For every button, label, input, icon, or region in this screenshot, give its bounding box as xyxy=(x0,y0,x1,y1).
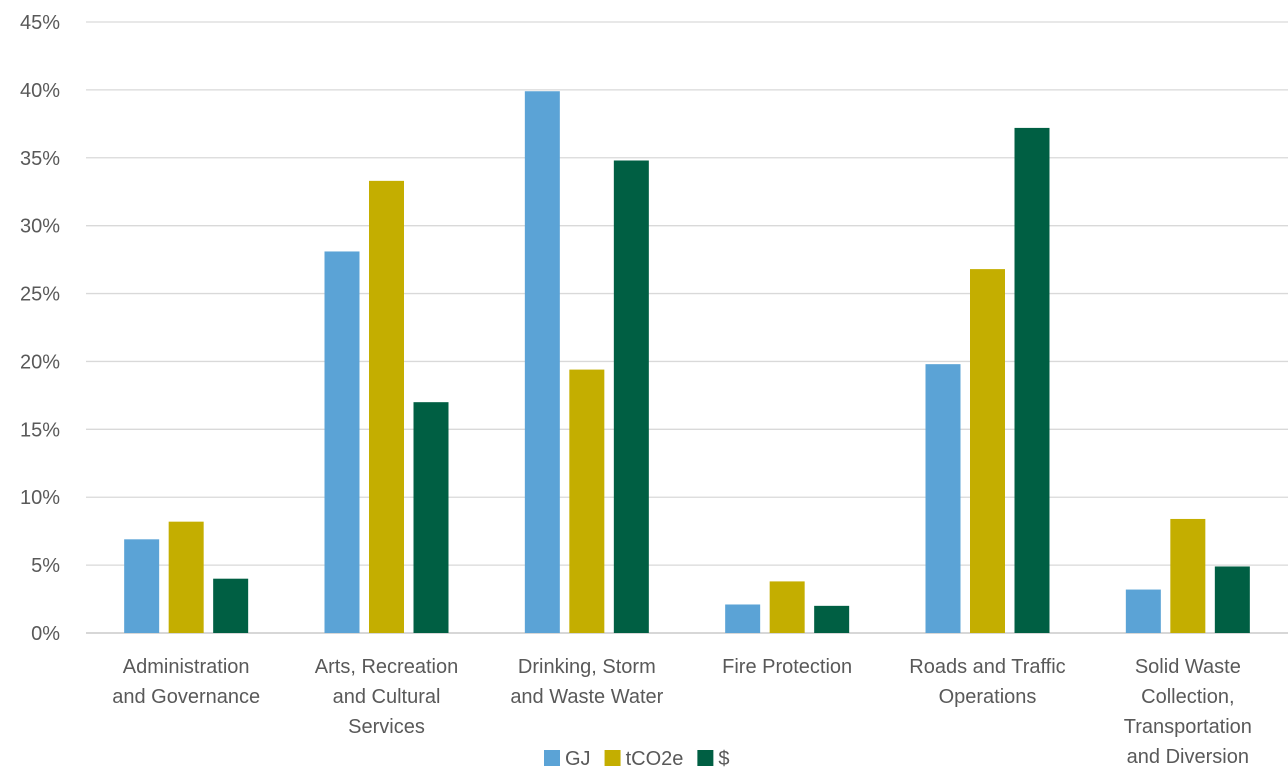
bar xyxy=(524,91,560,634)
bar xyxy=(213,578,249,633)
bar xyxy=(168,521,204,633)
bar xyxy=(1014,127,1050,633)
y-tick-label: 5% xyxy=(31,555,60,577)
legend-label: tCO2e xyxy=(626,748,684,770)
y-tick-label: 25% xyxy=(20,284,60,306)
bar xyxy=(1170,518,1206,633)
bar xyxy=(124,539,160,633)
legend-label: GJ xyxy=(565,748,591,770)
legend-swatch xyxy=(697,750,714,766)
bar xyxy=(369,180,404,634)
x-category-label: Administration and Governance xyxy=(112,656,260,708)
y-axis-ticks: 0% 5% 10% 15% 20% 25% 30% 35% 40% 45% xyxy=(20,12,60,645)
bar xyxy=(324,251,360,633)
bars xyxy=(124,91,1250,634)
bar xyxy=(1125,589,1161,633)
legend-label: $ xyxy=(718,748,729,770)
bar xyxy=(413,402,449,633)
bar xyxy=(769,581,805,633)
y-tick-label: 0% xyxy=(31,623,60,645)
legend-swatch xyxy=(604,750,621,766)
bar xyxy=(569,369,605,633)
bar xyxy=(725,604,761,633)
bar xyxy=(1214,566,1250,633)
y-tick-label: 40% xyxy=(20,80,60,102)
x-category-label: Fire Protection xyxy=(722,656,852,678)
y-tick-label: 45% xyxy=(20,12,60,34)
bar xyxy=(814,605,850,633)
x-category-label: Solid Waste Collection, Transportation and … xyxy=(1124,656,1252,768)
bar xyxy=(613,160,649,633)
y-tick-label: 20% xyxy=(20,351,60,373)
legend: GJ tCO2e $ xyxy=(544,748,730,770)
x-axis-labels: Administration and Governance Arts, Recrea… xyxy=(112,656,1252,768)
x-category-label: Arts, Recreation and Cultural Services xyxy=(315,656,458,738)
y-tick-label: 35% xyxy=(20,148,60,170)
gridlines xyxy=(86,21,1288,634)
legend-swatch xyxy=(544,750,560,766)
x-category-label: Drinking, Storm and Waste Water xyxy=(510,656,663,708)
bar xyxy=(925,364,961,633)
bar xyxy=(970,269,1005,633)
y-tick-label: 30% xyxy=(20,216,60,238)
y-tick-label: 10% xyxy=(20,487,60,509)
x-category-label: Roads and Traffic Operations xyxy=(909,656,1065,708)
y-tick-label: 15% xyxy=(20,419,60,441)
